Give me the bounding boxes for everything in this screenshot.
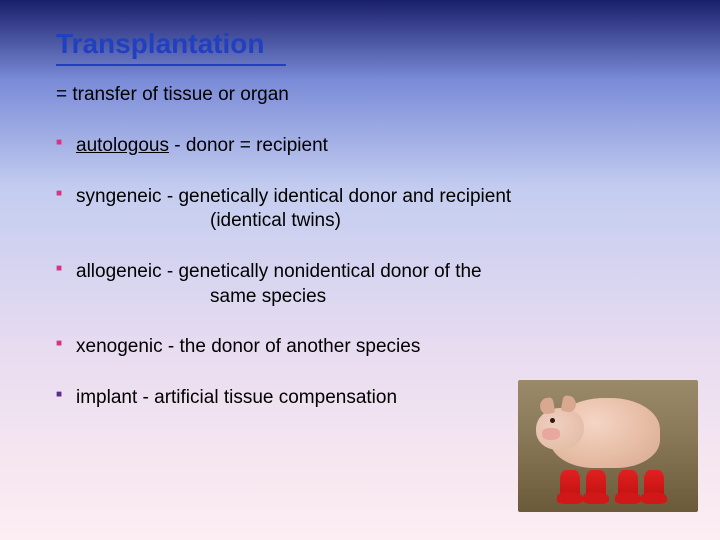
list-item: autologous - donor = recipient (56, 134, 664, 159)
rest: - genetically nonidentical donor of the (162, 261, 482, 282)
bullet-list: autologous - donor = recipient syngeneic… (56, 134, 664, 411)
pig-illustration (518, 380, 698, 512)
subtitle: = transfer of tissue or organ (56, 84, 664, 106)
term: implant (76, 387, 137, 408)
boot-icon (586, 470, 606, 500)
continuation: same species (76, 285, 664, 310)
boot-icon (560, 470, 580, 500)
rest: - the donor of another species (163, 336, 421, 357)
rest: - artificial tissue compensation (137, 387, 397, 408)
pig-eye (550, 418, 555, 423)
pig-snout (542, 428, 560, 440)
boot-icon (618, 470, 638, 500)
boot-icon (644, 470, 664, 500)
pig-ear-left (539, 397, 556, 415)
rest: - genetically identical donor and recipi… (162, 186, 512, 207)
list-item: allogeneic - genetically nonidentical do… (56, 260, 664, 309)
list-item: syngeneic - genetically identical donor … (56, 185, 664, 234)
slide-container: Transplantation = transfer of tissue or … (0, 0, 720, 540)
continuation: (identical twins) (76, 209, 664, 234)
list-item: xenogenic - the donor of another species (56, 335, 664, 360)
title-underline (56, 64, 286, 66)
term: autologous (76, 135, 169, 156)
page-title: Transplantation (56, 28, 664, 60)
term: xenogenic (76, 336, 163, 357)
term: syngeneic (76, 186, 162, 207)
rest: - donor = recipient (169, 135, 328, 156)
term: allogeneic (76, 261, 162, 282)
